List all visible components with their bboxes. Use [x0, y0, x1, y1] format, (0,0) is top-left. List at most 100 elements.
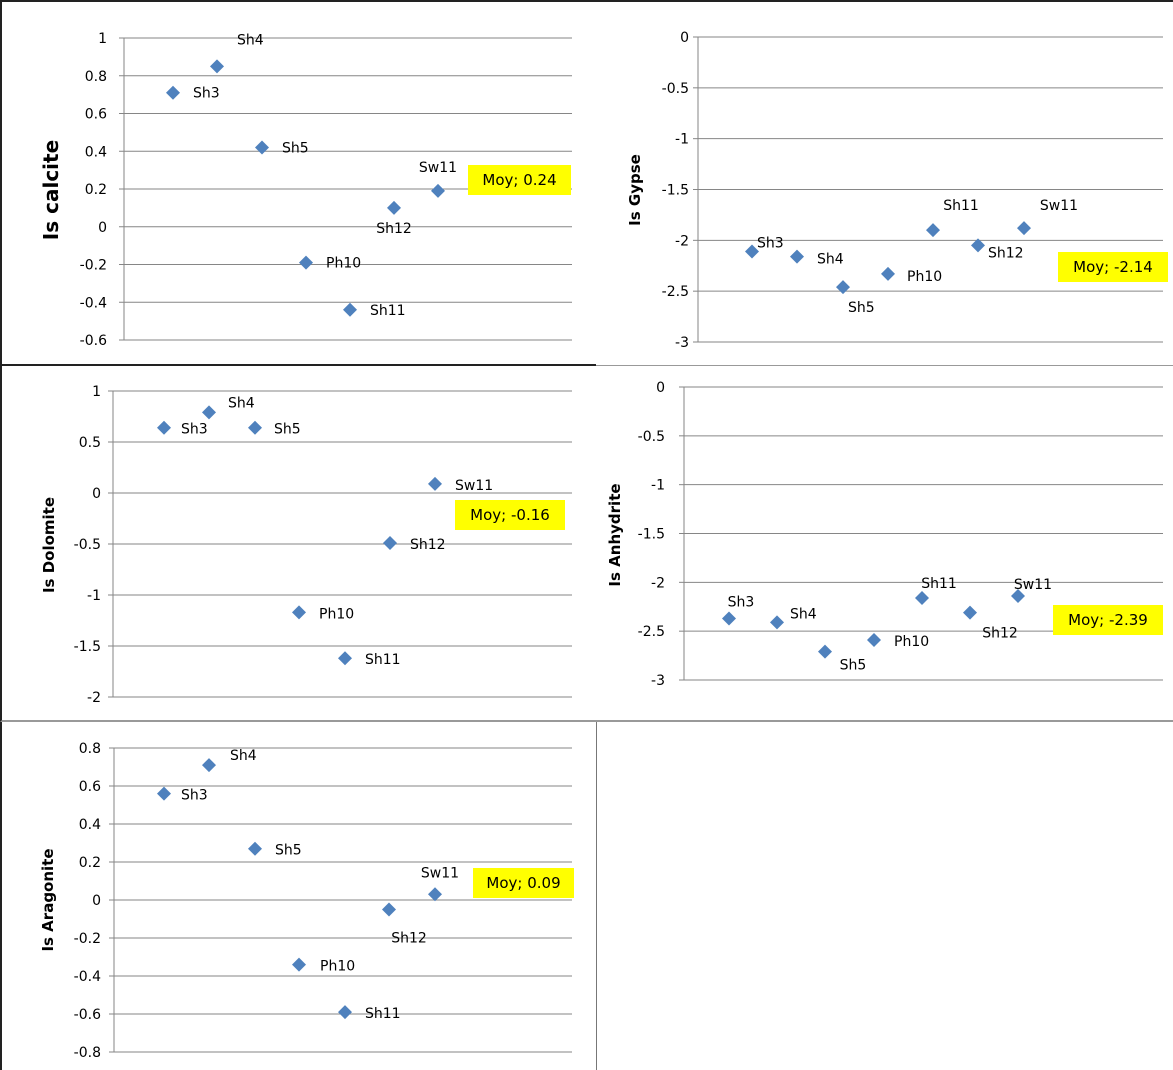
data-point-label: Sw11 — [1014, 577, 1052, 593]
y-tick-label: 0.4 — [79, 817, 101, 833]
y-tick-label: -1 — [651, 478, 665, 494]
y-tick-label: -0.4 — [80, 295, 107, 311]
y-tick-label: 0.2 — [85, 182, 107, 198]
data-point-label: Sh11 — [365, 1006, 401, 1022]
mean-annotation-box — [473, 868, 574, 898]
data-point-label: Sh3 — [193, 86, 220, 102]
y-tick-label: 0.8 — [85, 69, 107, 85]
y-tick-label: -1.5 — [638, 527, 665, 543]
y-tick-label: 0 — [98, 220, 107, 236]
data-point-label: Sw11 — [1040, 198, 1078, 214]
data-point-label: Sh4 — [230, 748, 257, 764]
data-point-label: Sh3 — [181, 422, 208, 438]
mean-annotation-label: Moy; -2.39 — [1068, 611, 1148, 629]
data-point-marker — [818, 644, 832, 659]
data-point-label: Ph10 — [319, 606, 354, 622]
y-tick-label: -2 — [87, 690, 101, 706]
data-point-label: Ph10 — [326, 256, 361, 272]
y-axis-label: Is Aragonite — [39, 848, 57, 951]
data-point-marker — [971, 238, 985, 253]
data-point-marker — [926, 223, 940, 238]
data-point-marker — [157, 420, 171, 435]
y-tick-label: 0.4 — [85, 144, 107, 160]
data-point-label: Sw11 — [421, 865, 459, 881]
data-point-marker — [1011, 589, 1025, 604]
y-tick-label: -2.5 — [638, 624, 665, 640]
data-point-marker — [166, 85, 180, 100]
y-axis-label: Is Dolomite — [40, 497, 58, 593]
data-point-marker — [836, 280, 850, 295]
y-tick-label: 0 — [92, 486, 101, 502]
mean-annotation-box — [1058, 252, 1168, 282]
data-point-marker — [382, 902, 396, 917]
y-tick-label: -1.5 — [74, 639, 101, 655]
data-point-marker — [770, 615, 784, 630]
data-point-label: Sh11 — [943, 198, 979, 214]
data-point-label: Ph10 — [320, 959, 355, 975]
data-point-label: Sh4 — [790, 606, 817, 622]
y-tick-label: -2.5 — [662, 284, 689, 300]
mean-annotation-box — [455, 500, 565, 530]
y-tick-label: -0.2 — [80, 258, 107, 274]
y-tick-label: 0.2 — [79, 855, 101, 871]
data-point-marker — [202, 405, 216, 420]
data-point-label: Sh11 — [921, 576, 957, 592]
data-point-marker — [915, 590, 929, 605]
data-point-marker — [338, 651, 352, 666]
y-tick-label: -1 — [87, 588, 101, 604]
data-point-label: Sh12 — [391, 931, 427, 947]
data-point-label: Sh3 — [757, 236, 784, 252]
data-point-label: Sh3 — [728, 594, 755, 610]
data-point-marker — [255, 140, 269, 155]
data-point-label: Sh5 — [282, 140, 309, 156]
data-point-label: Sh12 — [410, 537, 446, 553]
data-point-marker — [299, 255, 313, 270]
data-point-marker — [428, 887, 442, 902]
data-point-label: Sh5 — [274, 422, 301, 438]
y-tick-label: -0.6 — [74, 1007, 101, 1023]
y-axis-label: Is Anhydrite — [606, 483, 624, 586]
y-tick-label: 0.6 — [79, 779, 101, 795]
data-point-marker — [202, 758, 216, 773]
chart-1: 0 -0.5 -1 -1.5 -2 -2.5 -3 Is Gypse Sh3 Sh4 Sh5 Ph10… — [626, 30, 1168, 351]
y-tick-label: -2 — [675, 233, 689, 249]
y-tick-label: -0.5 — [74, 537, 101, 553]
data-point-marker — [292, 957, 306, 972]
y-tick-label: 0 — [656, 380, 665, 396]
data-point-label: Sh3 — [181, 788, 208, 804]
data-point-label: Sh11 — [365, 652, 401, 668]
y-axis-label: Is Gypse — [626, 154, 644, 226]
y-tick-label: -2 — [651, 575, 665, 591]
data-point-marker — [248, 841, 262, 856]
chart-0: 1 0.8 0.6 0.4 0.2 0 -0.2 -0.4 -0.6 Is calcite Sh3 S… — [39, 31, 572, 349]
data-point-marker — [387, 200, 401, 215]
data-point-marker — [881, 266, 895, 281]
data-point-marker — [790, 249, 804, 264]
chart-2: 1 0.5 0 -0.5 -1 -1.5 -2 Is Dolomite Sh3 Sh4 Sh5 Ph1… — [40, 384, 572, 706]
y-tick-label: 0.8 — [79, 741, 101, 757]
chart-panel-anhydrite — [596, 366, 1173, 722]
chart-3: 0 -0.5 -1 -1.5 -2 -2.5 -3 Is Anhydrite Sh3 Sh4 Sh5… — [606, 380, 1163, 689]
data-point-marker — [1017, 221, 1031, 236]
data-point-label: Sh12 — [988, 245, 1024, 261]
data-point-label: Ph10 — [907, 269, 942, 285]
data-point-marker — [248, 420, 262, 435]
data-point-marker — [292, 605, 306, 620]
chart-panel-gypse — [596, 0, 1173, 366]
data-point-marker — [383, 535, 397, 550]
data-point-marker — [338, 1005, 352, 1020]
data-point-marker — [722, 611, 736, 626]
data-point-label: Sh5 — [275, 843, 302, 859]
y-tick-label: -3 — [651, 673, 665, 689]
data-point-marker — [157, 786, 171, 801]
data-point-marker — [963, 605, 977, 620]
mean-annotation-box — [1053, 605, 1163, 635]
y-tick-label: -0.2 — [74, 931, 101, 947]
mean-annotation-label: Moy; -0.16 — [470, 506, 550, 524]
data-point-label: Sw11 — [455, 478, 493, 494]
mean-annotation-label: Moy; -2.14 — [1073, 258, 1153, 276]
data-point-marker — [431, 183, 445, 198]
data-point-label: Sh4 — [817, 252, 844, 268]
y-tick-label: -1 — [675, 132, 689, 148]
